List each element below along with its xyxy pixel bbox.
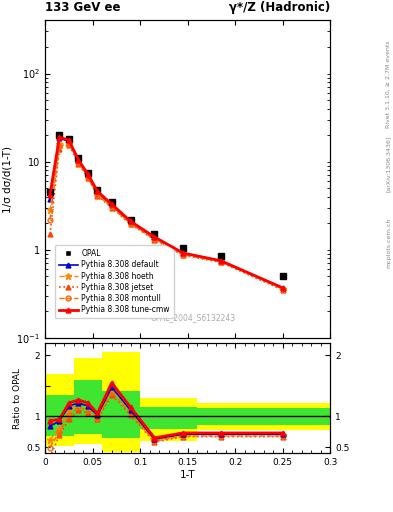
Pythia 8.308 tune-cmw: [86, 171, 90, 177]
Pythia 8.308 hoeth: [86, 174, 90, 180]
Pythia 8.308 tune-cmw: [152, 234, 157, 240]
Pythia 8.308 montull: [280, 286, 285, 292]
Pythia 8.308 hoeth: [152, 235, 157, 241]
Pythia 8.308 hoeth: [95, 191, 100, 197]
Pythia 8.308 default: [219, 258, 223, 264]
Pythia 8.308 montull: [152, 236, 157, 242]
Pythia 8.308 default: [48, 196, 52, 202]
Pythia 8.308 default: [76, 158, 81, 164]
Pythia 8.308 default: [152, 234, 157, 241]
Text: γ*/Z (Hadronic): γ*/Z (Hadronic): [229, 1, 330, 14]
Pythia 8.308 montull: [180, 251, 185, 258]
OPAL: [57, 132, 62, 138]
Pythia 8.308 jetset: [95, 193, 100, 199]
OPAL: [180, 245, 185, 251]
Pythia 8.308 default: [180, 250, 185, 256]
Pythia 8.308 hoeth: [109, 203, 114, 209]
Pythia 8.308 default: [280, 285, 285, 291]
Line: Pythia 8.308 default: Pythia 8.308 default: [48, 136, 285, 290]
Pythia 8.308 tune-cmw: [48, 192, 52, 198]
Pythia 8.308 default: [129, 219, 133, 225]
Pythia 8.308 tune-cmw: [129, 218, 133, 224]
Pythia 8.308 hoeth: [219, 258, 223, 264]
OPAL: [152, 231, 157, 238]
Pythia 8.308 montull: [48, 217, 52, 223]
Pythia 8.308 tune-cmw: [280, 285, 285, 291]
OPAL: [109, 199, 114, 205]
OPAL: [219, 253, 223, 259]
Pythia 8.308 montull: [95, 192, 100, 198]
Pythia 8.308 hoeth: [57, 141, 62, 147]
Pythia 8.308 jetset: [129, 221, 133, 227]
Line: Pythia 8.308 tune-cmw: Pythia 8.308 tune-cmw: [48, 135, 285, 290]
Pythia 8.308 hoeth: [76, 159, 81, 165]
OPAL: [95, 187, 100, 193]
Pythia 8.308 jetset: [57, 146, 62, 152]
Pythia 8.308 montull: [76, 159, 81, 165]
Pythia 8.308 tune-cmw: [66, 137, 71, 143]
Pythia 8.308 jetset: [48, 231, 52, 238]
OPAL: [86, 169, 90, 176]
Line: Pythia 8.308 jetset: Pythia 8.308 jetset: [48, 142, 285, 292]
Text: Rivet 3.1.10, ≥ 2.7M events: Rivet 3.1.10, ≥ 2.7M events: [386, 40, 391, 128]
Line: Pythia 8.308 hoeth: Pythia 8.308 hoeth: [46, 139, 286, 292]
Line: OPAL: OPAL: [47, 132, 286, 280]
Pythia 8.308 montull: [219, 259, 223, 265]
Pythia 8.308 hoeth: [129, 220, 133, 226]
Y-axis label: 1/σ dσ/d(1-T): 1/σ dσ/d(1-T): [2, 146, 12, 212]
Pythia 8.308 jetset: [86, 175, 90, 181]
X-axis label: 1-T: 1-T: [180, 470, 195, 480]
Pythia 8.308 hoeth: [48, 207, 52, 214]
Pythia 8.308 tune-cmw: [180, 250, 185, 256]
Pythia 8.308 jetset: [76, 161, 81, 167]
Text: mcplots.cern.ch: mcplots.cern.ch: [386, 218, 391, 268]
Pythia 8.308 jetset: [219, 259, 223, 265]
Pythia 8.308 default: [57, 135, 62, 141]
Pythia 8.308 default: [66, 138, 71, 144]
Legend: OPAL, Pythia 8.308 default, Pythia 8.308 hoeth, Pythia 8.308 jetset, Pythia 8.30: OPAL, Pythia 8.308 default, Pythia 8.308…: [55, 245, 174, 318]
Pythia 8.308 montull: [109, 204, 114, 210]
Pythia 8.308 jetset: [109, 205, 114, 211]
OPAL: [48, 189, 52, 195]
Pythia 8.308 jetset: [280, 287, 285, 293]
Pythia 8.308 default: [95, 189, 100, 195]
Pythia 8.308 hoeth: [66, 139, 71, 145]
Pythia 8.308 tune-cmw: [95, 188, 100, 195]
Pythia 8.308 hoeth: [280, 286, 285, 292]
Pythia 8.308 jetset: [152, 237, 157, 243]
OPAL: [280, 273, 285, 280]
Pythia 8.308 tune-cmw: [109, 201, 114, 207]
Pythia 8.308 tune-cmw: [219, 258, 223, 264]
Text: OPAL_2004_S6132243: OPAL_2004_S6132243: [151, 313, 236, 322]
Line: Pythia 8.308 montull: Pythia 8.308 montull: [48, 141, 285, 291]
Pythia 8.308 jetset: [66, 142, 71, 148]
Text: [arXiv:1306.3436]: [arXiv:1306.3436]: [386, 135, 391, 191]
Pythia 8.308 tune-cmw: [57, 134, 62, 140]
OPAL: [129, 217, 133, 223]
Pythia 8.308 hoeth: [180, 251, 185, 257]
Pythia 8.308 tune-cmw: [76, 157, 81, 163]
Pythia 8.308 montull: [86, 175, 90, 181]
OPAL: [76, 155, 81, 161]
Pythia 8.308 default: [86, 172, 90, 178]
Pythia 8.308 montull: [129, 221, 133, 227]
Pythia 8.308 default: [109, 202, 114, 208]
Pythia 8.308 montull: [66, 141, 71, 147]
Pythia 8.308 jetset: [180, 252, 185, 258]
OPAL: [66, 136, 71, 142]
Text: 133 GeV ee: 133 GeV ee: [45, 1, 121, 14]
Y-axis label: Ratio to OPAL: Ratio to OPAL: [13, 368, 22, 429]
Pythia 8.308 montull: [57, 143, 62, 149]
